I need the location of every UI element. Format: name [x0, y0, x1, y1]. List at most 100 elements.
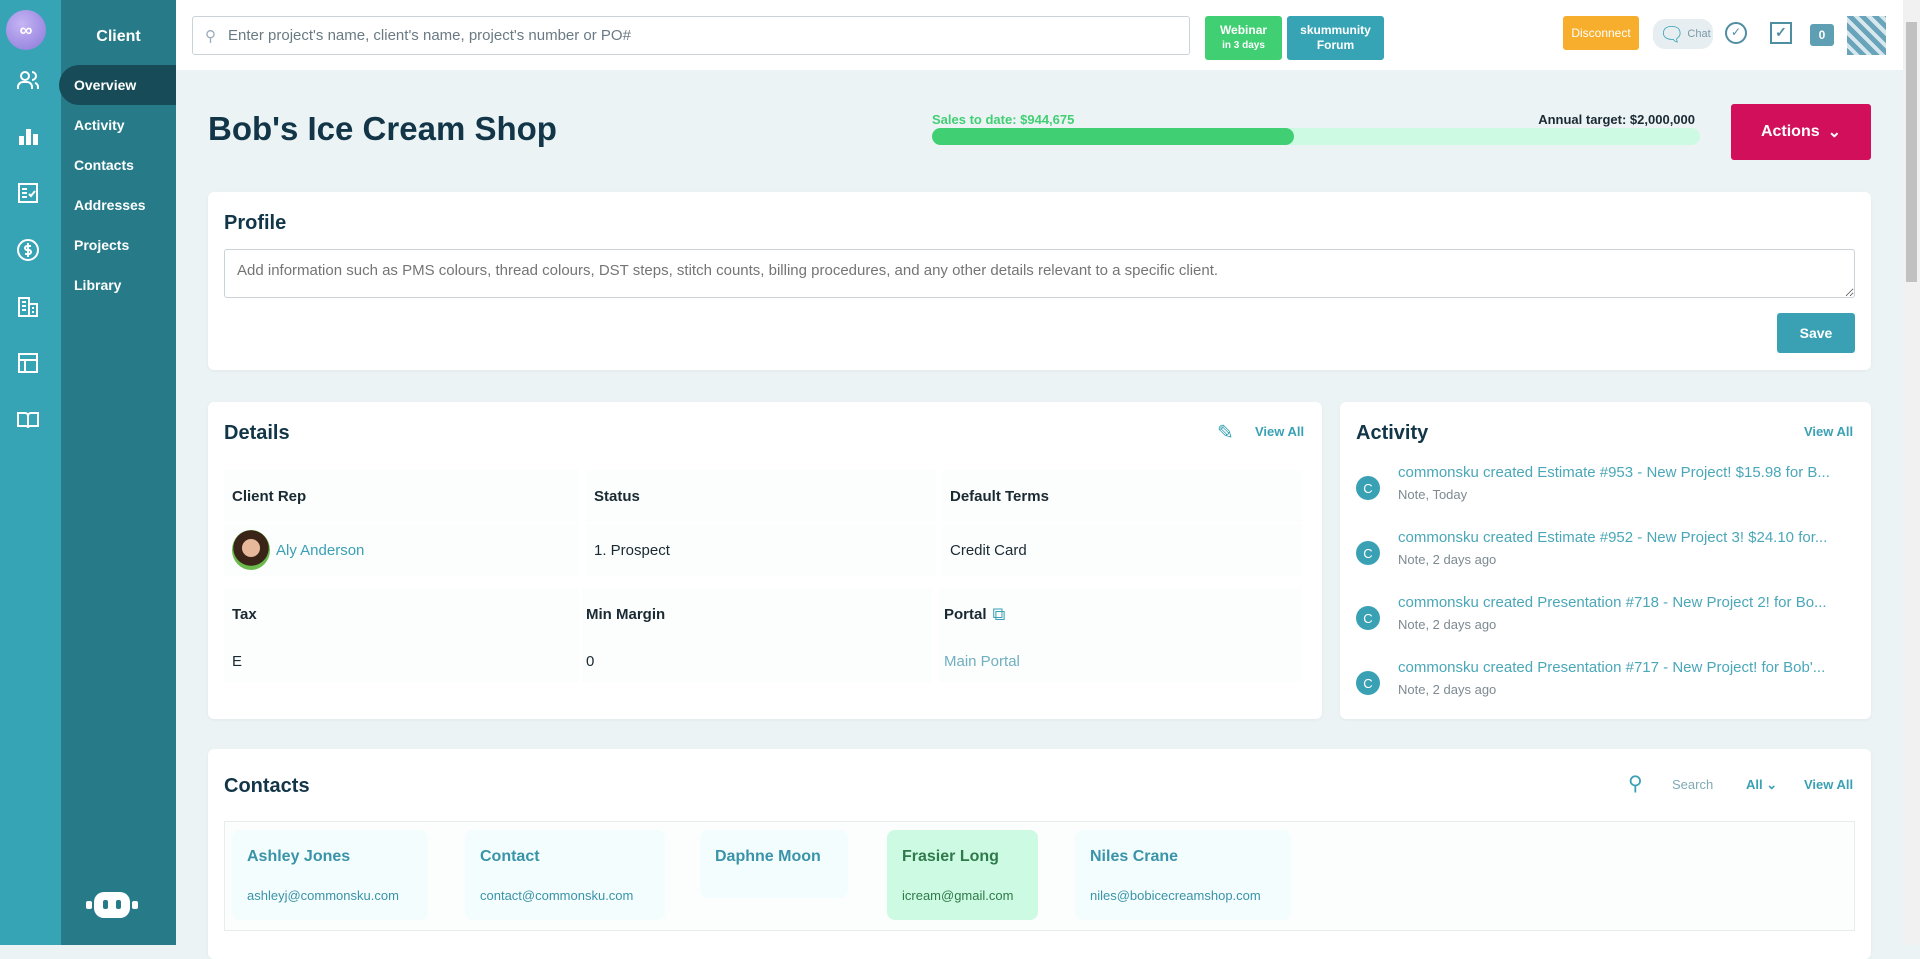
- portal-label-text: Portal: [944, 605, 987, 623]
- sidebar-title: Client: [96, 28, 141, 45]
- book-icon[interactable]: [14, 406, 42, 434]
- clock-icon[interactable]: ✓: [1725, 22, 1747, 44]
- contact-email: niles@bobicecreamshop.com: [1090, 888, 1261, 903]
- building-icon[interactable]: [14, 293, 42, 321]
- contact-card[interactable]: Frasier Long icream@gmail.com: [887, 830, 1038, 920]
- contact-card[interactable]: Ashley Jones ashleyj@commonsku.com: [232, 830, 428, 920]
- status-label-text: Status: [594, 487, 640, 505]
- sales-progress-bar: [932, 128, 1700, 145]
- terms-label-text: Default Terms: [950, 487, 1049, 505]
- margin-value: 0: [582, 640, 932, 682]
- tax-value: E: [224, 640, 579, 682]
- webinar-title: Webinar: [1219, 23, 1268, 37]
- profile-textarea[interactable]: [224, 249, 1855, 298]
- disconnect-button[interactable]: Disconnect: [1563, 16, 1639, 50]
- forum-line1: skummunity: [1300, 23, 1371, 37]
- table-icon[interactable]: [14, 349, 42, 377]
- tax-label-text: Tax: [232, 605, 257, 623]
- webinar-button[interactable]: Webinar in 3 days: [1205, 16, 1282, 60]
- activity-view-all[interactable]: View All: [1804, 424, 1854, 439]
- global-search[interactable]: ⚲: [192, 16, 1190, 55]
- activity-item[interactable]: C commonsku created Estimate #953 - New …: [1356, 464, 1856, 519]
- users-icon[interactable]: [14, 66, 42, 94]
- activity-title: Activity: [1356, 422, 1429, 444]
- sidebar-item-contacts[interactable]: Contacts: [74, 157, 134, 173]
- sidebar-item-overview[interactable]: Overview: [59, 65, 176, 105]
- client-rep-label-text: Client Rep: [232, 487, 307, 505]
- checklist-icon[interactable]: [14, 179, 42, 207]
- chat-label: Chat: [1687, 28, 1711, 40]
- actions-button[interactable]: Actions ⌄: [1731, 104, 1871, 160]
- details-view-all[interactable]: View All: [1255, 424, 1305, 439]
- contact-name: Frasier Long: [902, 848, 999, 865]
- contact-name: Ashley Jones: [247, 848, 351, 865]
- main-portal-link[interactable]: Main Portal: [944, 652, 1020, 670]
- contact-name: Niles Crane: [1090, 848, 1179, 865]
- activity-avatar: C: [1356, 541, 1380, 565]
- filter-label: All: [1746, 777, 1763, 792]
- contacts-title: Contacts: [224, 775, 310, 797]
- client-sidebar: [61, 0, 176, 945]
- actions-label: Actions: [1760, 123, 1820, 140]
- contacts-search-input[interactable]: Search: [1672, 777, 1714, 792]
- contact-card[interactable]: Niles Crane niles@bobicecreamshop.com: [1075, 830, 1291, 920]
- activity-item[interactable]: C commonsku created Presentation #717 - …: [1356, 659, 1856, 714]
- forum-button[interactable]: skummunity Forum: [1287, 16, 1384, 60]
- robot-icon[interactable]: [84, 888, 140, 922]
- activity-text[interactable]: commonsku created Estimate #952 - New Pr…: [1398, 529, 1828, 546]
- client-rep-label: Client Rep: [224, 470, 579, 522]
- sales-progress-fill: [932, 128, 1295, 145]
- activity-meta: Note, 2 days ago: [1398, 617, 1497, 632]
- notification-count[interactable]: 0: [1810, 24, 1834, 46]
- activity-text[interactable]: commonsku created Estimate #953 - New Pr…: [1398, 464, 1830, 481]
- contact-email: contact@commonsku.com: [480, 888, 634, 903]
- user-avatar[interactable]: [1847, 16, 1886, 55]
- scrollbar[interactable]: [1903, 0, 1920, 945]
- contact-card[interactable]: Contact contact@commonsku.com: [465, 830, 665, 920]
- sales-to-date: Sales to date: $944,675: [932, 112, 1075, 127]
- rep-avatar: [232, 530, 270, 570]
- client-rep-link[interactable]: Aly Anderson: [276, 541, 365, 559]
- copy-icon[interactable]: ⧉: [992, 603, 1006, 624]
- tasks-icon[interactable]: ✓: [1770, 22, 1792, 44]
- contact-card[interactable]: Daphne Moon: [700, 830, 848, 898]
- chat-button[interactable]: 🗨 Chat: [1653, 19, 1713, 49]
- activity-text[interactable]: commonsku created Presentation #718 - Ne…: [1398, 594, 1827, 611]
- search-input[interactable]: [228, 27, 1189, 44]
- tax-text: E: [232, 652, 243, 670]
- terms-label: Default Terms: [942, 470, 1302, 522]
- status-text: 1. Prospect: [594, 541, 670, 559]
- sidebar-item-library[interactable]: Library: [74, 277, 122, 293]
- activity-text[interactable]: commonsku created Presentation #717 - Ne…: [1398, 659, 1826, 676]
- contacts-filter-dropdown[interactable]: All ⌄: [1746, 777, 1777, 793]
- sidebar-item-projects[interactable]: Projects: [74, 237, 130, 253]
- portal-value: Main Portal: [939, 640, 1302, 682]
- client-rep-value: Aly Anderson: [224, 524, 579, 576]
- logo[interactable]: ∞: [6, 10, 46, 50]
- terms-text: Credit Card: [950, 541, 1027, 559]
- save-button[interactable]: Save: [1777, 313, 1855, 353]
- pencil-icon[interactable]: ✎: [1217, 422, 1234, 444]
- dollar-icon[interactable]: [14, 236, 42, 264]
- activity-item[interactable]: C commonsku created Presentation #718 - …: [1356, 594, 1856, 649]
- contact-email: ashleyj@commonsku.com: [247, 888, 399, 903]
- webinar-sub: in 3 days: [1222, 40, 1265, 51]
- bar-chart-icon[interactable]: [14, 122, 42, 150]
- chevron-down-icon: ⌄: [1827, 124, 1842, 141]
- icon-rail: [0, 0, 61, 945]
- activity-item[interactable]: C commonsku created Estimate #952 - New …: [1356, 529, 1856, 584]
- terms-value: Credit Card: [942, 524, 1302, 576]
- profile-card: Profile Save: [208, 192, 1871, 370]
- margin-label-text: Min Margin: [586, 605, 666, 623]
- details-card: Details ✎ View All Client Rep Aly Anders…: [208, 402, 1322, 719]
- contact-name: Daphne Moon: [715, 848, 821, 865]
- search-icon[interactable]: ⚲: [1628, 773, 1643, 795]
- sidebar-item-addresses[interactable]: Addresses: [74, 197, 146, 213]
- contacts-view-all[interactable]: View All: [1804, 777, 1854, 792]
- activity-card: Activity View All C commonsku created Es…: [1340, 402, 1871, 719]
- sidebar-item-activity[interactable]: Activity: [74, 117, 125, 133]
- details-title: Details: [224, 422, 290, 444]
- tax-label: Tax: [224, 588, 579, 640]
- chat-bubble-icon: 🗨: [1659, 23, 1685, 46]
- annual-target: Annual target: $2,000,000: [1538, 112, 1695, 127]
